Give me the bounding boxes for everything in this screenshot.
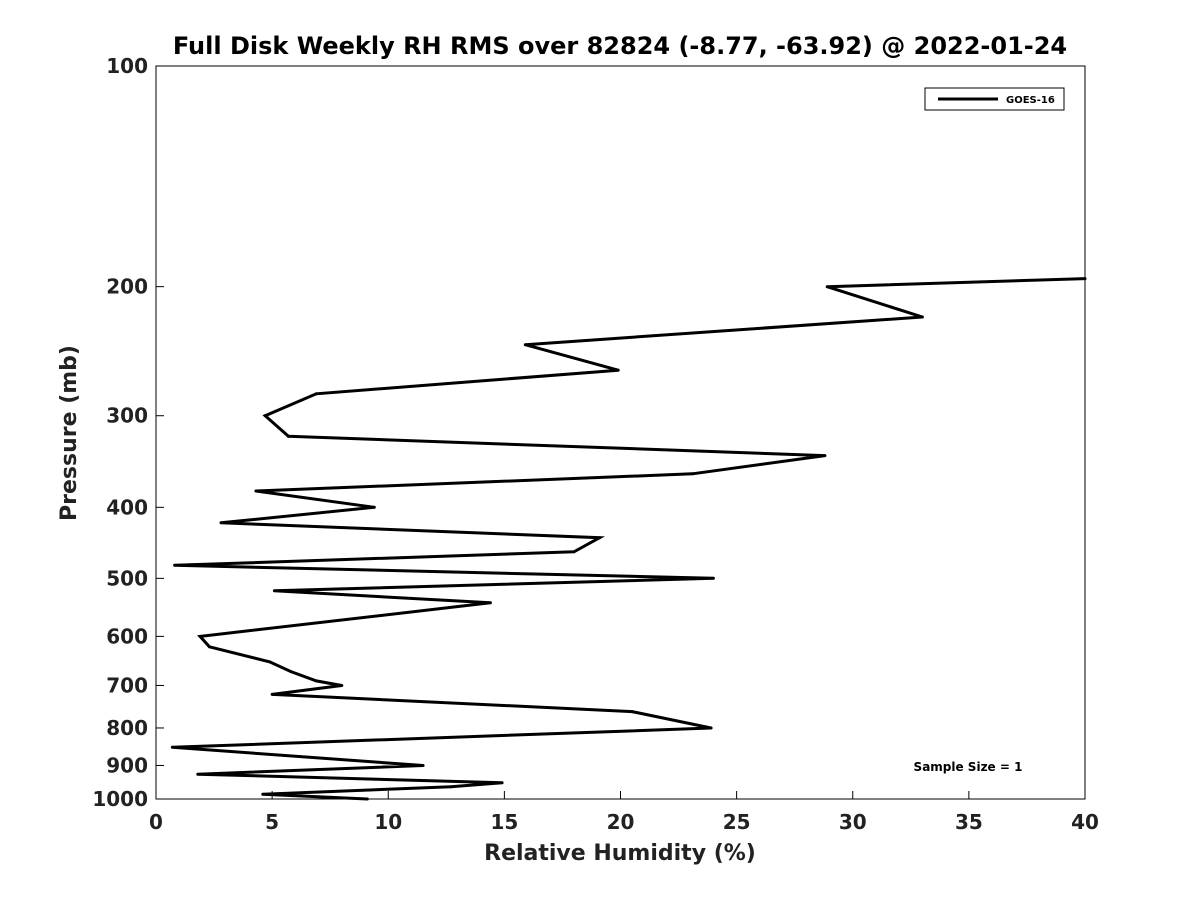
data-point	[825, 285, 829, 289]
y-axis: 100 200 300 400 500 600 700 800 900 1000	[92, 54, 164, 811]
legend-entry-goes-16: GOES-16	[1006, 95, 1055, 106]
x-tick-label: 25	[723, 810, 751, 834]
chart-title: Full Disk Weekly RH RMS over 82824 (-8.7…	[173, 32, 1067, 60]
y-tick-label: 200	[106, 275, 148, 299]
data-point	[268, 660, 272, 664]
x-tick-label: 0	[149, 810, 163, 834]
data-point	[630, 710, 634, 714]
data-point	[449, 785, 453, 789]
x-tick-label: 10	[374, 810, 402, 834]
data-point	[173, 563, 177, 567]
y-tick-label: 500	[106, 566, 148, 590]
data-point	[421, 764, 425, 767]
data-point	[616, 368, 620, 372]
data-point	[572, 550, 576, 554]
x-tick-label: 40	[1071, 810, 1099, 834]
data-point	[598, 536, 602, 540]
data-point	[523, 343, 527, 347]
y-axis-label: Pressure (mb)	[57, 345, 82, 521]
y-tick-label: 1000	[92, 787, 148, 811]
data-point	[488, 601, 492, 605]
y-tick-label: 900	[106, 753, 148, 777]
data-point	[170, 745, 174, 749]
sample-size-annotation: Sample Size = 1	[914, 760, 1023, 774]
y-tick-label: 100	[106, 54, 148, 78]
data-point	[286, 434, 290, 438]
plot-area	[155, 65, 1086, 800]
x-tick-label: 20	[607, 810, 635, 834]
y-tick-label: 800	[106, 716, 148, 740]
data-point	[711, 576, 715, 580]
y-tick-label: 600	[106, 624, 148, 648]
data-point	[207, 645, 211, 649]
data-point	[691, 472, 694, 476]
data-point	[920, 315, 924, 319]
data-point	[314, 392, 318, 396]
y-tick-label: 300	[106, 404, 148, 428]
x-tick-label: 15	[490, 810, 518, 834]
legend: GOES-16	[924, 87, 1065, 111]
data-point	[219, 521, 223, 525]
data-point	[263, 414, 267, 418]
y-tick-label: 700	[106, 673, 148, 697]
x-axis: 0 5 10 15 20 25 30 35 40	[149, 791, 1099, 834]
data-point	[340, 684, 344, 687]
data-point	[289, 670, 293, 673]
x-tick-label: 35	[955, 810, 983, 834]
series-line-goes-16	[172, 277, 1086, 801]
data-point	[709, 726, 713, 730]
data-point	[823, 454, 827, 458]
data-point	[365, 797, 369, 801]
data-point	[500, 781, 504, 785]
series-points	[170, 277, 1087, 801]
y-tick-label: 400	[106, 495, 148, 519]
data-point	[314, 679, 318, 683]
x-axis-label: Relative Humidity (%)	[484, 841, 756, 866]
data-point	[270, 692, 274, 696]
data-point	[272, 589, 276, 593]
data-point	[1083, 277, 1087, 281]
data-point	[261, 792, 265, 796]
data-point	[196, 772, 200, 776]
data-point	[254, 489, 258, 493]
data-point	[198, 634, 202, 638]
x-tick-label: 30	[839, 810, 867, 834]
x-tick-label: 5	[265, 810, 279, 834]
data-point	[372, 505, 376, 509]
